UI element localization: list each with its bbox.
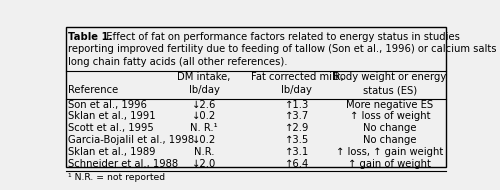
Text: ↑ loss, ↑ gain weight: ↑ loss, ↑ gain weight	[336, 147, 444, 157]
Text: N.R.: N.R.	[194, 147, 214, 157]
Text: No change: No change	[363, 135, 416, 145]
Text: DM intake,: DM intake,	[177, 72, 231, 82]
Text: ↓0.2: ↓0.2	[192, 112, 216, 121]
Text: Reference: Reference	[68, 85, 118, 95]
Text: ↑ loss of weight: ↑ loss of weight	[350, 112, 430, 121]
Text: Scott et al., 1995: Scott et al., 1995	[68, 123, 154, 133]
Text: lb/day: lb/day	[282, 85, 312, 95]
Text: ↑ gain of weight: ↑ gain of weight	[348, 159, 432, 169]
Text: ↑6.4: ↑6.4	[285, 159, 309, 169]
Text: ↑2.9: ↑2.9	[285, 123, 309, 133]
Text: More negative ES: More negative ES	[346, 100, 434, 110]
Text: Effect of fat on performance factors related to energy status in studies: Effect of fat on performance factors rel…	[100, 32, 460, 42]
Text: ↑3.7: ↑3.7	[285, 112, 309, 121]
Text: Son et al., 1996: Son et al., 1996	[68, 100, 146, 110]
Text: Fat corrected milk,: Fat corrected milk,	[250, 72, 344, 82]
Text: Schneider et al., 1988: Schneider et al., 1988	[68, 159, 178, 169]
Text: Table 1.: Table 1.	[68, 32, 112, 42]
Text: ↓2.0: ↓2.0	[192, 159, 216, 169]
Text: Body weight or energy: Body weight or energy	[334, 72, 446, 82]
Text: ↑3.1: ↑3.1	[285, 147, 309, 157]
Text: ↑3.5: ↑3.5	[285, 135, 309, 145]
Text: ¹ N.R. = not reported: ¹ N.R. = not reported	[68, 173, 164, 182]
Text: N. R.¹: N. R.¹	[190, 123, 218, 133]
Text: No change: No change	[363, 123, 416, 133]
Text: status (ES): status (ES)	[363, 85, 417, 95]
Text: ↑1.3: ↑1.3	[285, 100, 309, 110]
Text: ↓0.2: ↓0.2	[192, 135, 216, 145]
Text: Sklan et al., 1989: Sklan et al., 1989	[68, 147, 155, 157]
Text: Garcia-Bojalil et al., 1998: Garcia-Bojalil et al., 1998	[68, 135, 194, 145]
Text: lb/day: lb/day	[188, 85, 220, 95]
Text: reporting improved fertility due to feeding of tallow (Son et al., 1996) or calc: reporting improved fertility due to feed…	[68, 44, 500, 55]
Text: long chain fatty acids (all other references).: long chain fatty acids (all other refere…	[68, 57, 287, 67]
Text: Sklan et al., 1991: Sklan et al., 1991	[68, 112, 155, 121]
Text: ↓2.6: ↓2.6	[192, 100, 216, 110]
